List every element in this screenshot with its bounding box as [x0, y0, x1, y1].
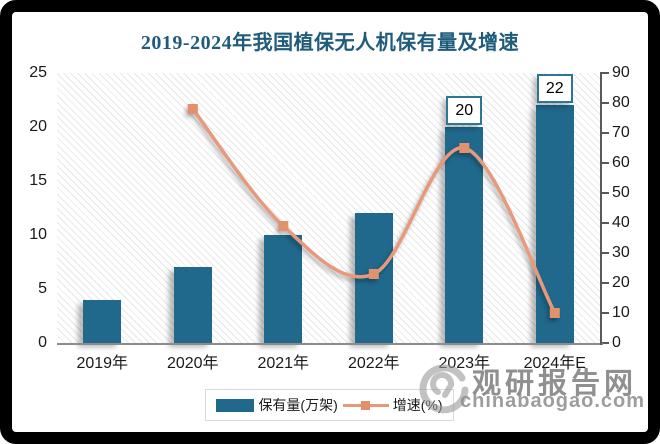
legend-item-holdings: 保有量(万架) — [216, 395, 338, 415]
bar — [173, 267, 212, 343]
bar — [445, 127, 484, 343]
left-y-axis-tick-label: 10 — [29, 226, 47, 243]
right-y-axis-tick-mark — [600, 342, 609, 344]
right-y-axis-tick-label: 70 — [612, 124, 630, 141]
right-y-axis-tick-mark — [600, 72, 609, 74]
right-y-axis-tick-label: 90 — [612, 64, 630, 81]
right-y-axis-tick-label: 40 — [612, 214, 630, 231]
legend-label-growth: 增速(%) — [392, 397, 443, 413]
right-y-axis-tick-mark — [600, 252, 609, 254]
bar — [264, 235, 303, 343]
bar — [535, 105, 574, 343]
right-y-axis-tick-label: 50 — [612, 184, 630, 201]
chart-title: 2019-2024年我国植保无人机保有量及增速 — [140, 32, 520, 54]
right-y-axis-tick-label: 30 — [612, 244, 630, 261]
right-y-axis-line — [600, 73, 602, 345]
growth-line — [191, 107, 557, 315]
x-axis-label: 2019年 — [76, 355, 129, 372]
line-series-swatch-icon — [342, 399, 389, 412]
left-y-axis-tick-label: 5 — [38, 280, 47, 297]
legend: 保有量(万架) 增速(%) — [205, 389, 454, 421]
bar — [83, 299, 122, 343]
right-y-axis-tick-label: 0 — [612, 334, 621, 351]
x-axis-label: 2024年E — [523, 355, 586, 372]
right-y-axis-tick-label: 20 — [612, 274, 630, 291]
legend-label-holdings: 保有量(万架) — [258, 397, 338, 413]
x-axis-label: 2022年 — [347, 355, 400, 372]
left-y-axis-tick-label: 25 — [29, 64, 47, 81]
right-y-axis-tick-mark — [600, 282, 609, 284]
line-marker-icon — [187, 104, 198, 114]
x-axis-label: 2021年 — [257, 355, 310, 372]
growth-line-layer — [187, 104, 560, 318]
x-axis-label: 2020年 — [166, 355, 219, 372]
right-y-axis-tick-mark — [600, 102, 609, 104]
line-marker-icon — [278, 221, 289, 231]
right-y-axis-tick-mark — [600, 132, 609, 134]
left-y-axis-tick-label: 20 — [29, 118, 47, 135]
right-y-axis-tick-mark — [600, 222, 609, 224]
left-y-axis-tick-label: 0 — [38, 334, 47, 351]
line-marker-icon — [549, 308, 560, 318]
right-y-axis-tick-mark — [600, 312, 609, 314]
line-marker-icon — [368, 269, 379, 279]
x-axis-line — [57, 343, 603, 345]
bar-value-label: 22 — [536, 74, 573, 104]
left-y-axis-tick-label: 15 — [29, 172, 47, 189]
legend-item-growth: 增速(%) — [342, 395, 443, 415]
right-y-axis-tick-label: 80 — [612, 94, 630, 111]
right-y-axis-tick-label: 10 — [612, 304, 630, 321]
x-axis-label: 2023年 — [438, 355, 491, 372]
bar-series-swatch-icon — [216, 398, 255, 412]
right-y-axis-tick-label: 60 — [612, 154, 630, 171]
line-marker-icon — [459, 143, 470, 153]
right-y-axis-tick-mark — [600, 162, 609, 164]
right-y-axis-tick-mark — [600, 192, 609, 194]
bar-value-label: 20 — [446, 96, 483, 125]
watermark-domain: chinabaogao.com — [460, 390, 646, 412]
